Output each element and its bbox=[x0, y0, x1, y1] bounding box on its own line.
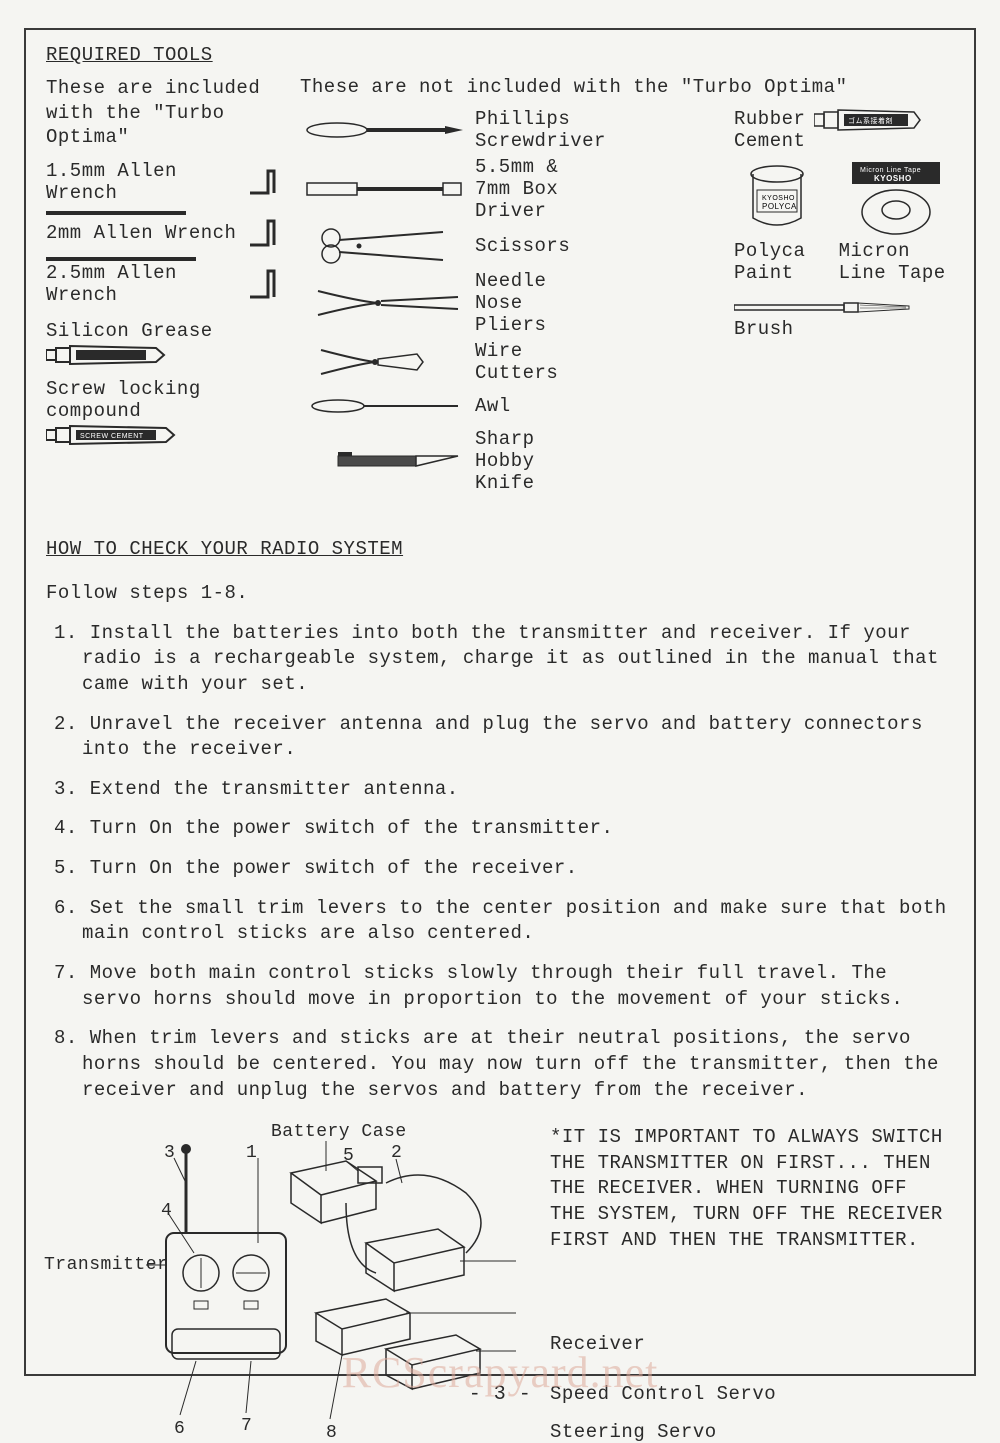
page-frame: REQUIRED TOOLS These are included with t… bbox=[24, 28, 976, 1376]
label-steering-servo: Steering Servo bbox=[526, 1421, 954, 1443]
tool-label: 2mm Allen Wrench bbox=[46, 222, 248, 244]
tool-label: 1.5mm Allen Wrench bbox=[46, 160, 248, 204]
svg-text:ゴム系接着剤: ゴム系接着剤 bbox=[848, 116, 893, 125]
pliers-icon bbox=[300, 283, 475, 323]
important-note: *IT IS IMPORTANT TO ALWAYS SWITCH THE TR… bbox=[526, 1123, 954, 1303]
step-item: 8. When trim levers and sticks are at th… bbox=[54, 1026, 954, 1103]
tools-heading: REQUIRED TOOLS bbox=[46, 44, 954, 66]
tool-label: Rubber Cement bbox=[734, 108, 805, 152]
cement-tube-icon: ゴム系接着剤 bbox=[814, 108, 924, 134]
tool-label: Screw locking compound bbox=[46, 378, 276, 422]
awl-icon bbox=[300, 396, 475, 416]
scissors-icon bbox=[300, 226, 475, 266]
svg-text:KYOSHO: KYOSHO bbox=[874, 174, 912, 183]
radio-intro: Follow steps 1-8. bbox=[46, 580, 954, 607]
included-column: These are included with the "Turbo Optim… bbox=[46, 76, 276, 498]
allen-wrench-icon bbox=[248, 219, 276, 247]
label-n4: 4 bbox=[161, 1201, 172, 1221]
tool-label: Wire Cutters bbox=[475, 340, 605, 384]
label-n6: 6 bbox=[174, 1419, 185, 1439]
watermark: RCScrapyard.net bbox=[342, 1347, 659, 1398]
tube-icon bbox=[46, 342, 176, 370]
tool-wirecutters: Wire Cutters bbox=[300, 340, 724, 384]
tool-allen-15: 1.5mm Allen Wrench bbox=[46, 160, 276, 204]
tool-hobbyknife: Sharp Hobby Knife bbox=[300, 428, 724, 494]
label-n7: 7 bbox=[241, 1416, 252, 1436]
box-driver-icon bbox=[300, 177, 475, 201]
tool-label: 5.5mm & 7mm Box Driver bbox=[475, 156, 605, 222]
allen-wrench-icon bbox=[248, 169, 276, 195]
step-item: 3. Extend the transmitter antenna. bbox=[54, 777, 954, 803]
tube-icon: SCREW CEMENT bbox=[46, 422, 186, 450]
svg-text:SCREW CEMENT: SCREW CEMENT bbox=[80, 433, 144, 440]
tool-label: Needle Nose Pliers bbox=[475, 270, 605, 336]
brush-icon bbox=[734, 298, 914, 318]
not-included-intro: These are not included with the "Turbo O… bbox=[300, 76, 954, 98]
svg-text:Micron Line Tape: Micron Line Tape bbox=[860, 167, 921, 174]
tool-label: Sharp Hobby Knife bbox=[475, 428, 605, 494]
step-item: 1. Install the batteries into both the t… bbox=[54, 621, 954, 698]
product-polyca: KYOSHO POLYCA Polyca Paint bbox=[734, 160, 821, 284]
included-intro: These are included with the "Turbo Optim… bbox=[46, 76, 276, 150]
svg-text:POLYCA: POLYCA bbox=[762, 202, 797, 211]
paint-jar-icon: KYOSHO POLYCA bbox=[742, 160, 812, 240]
label-n5: 5 bbox=[343, 1146, 354, 1166]
step-list: 1. Install the batteries into both the t… bbox=[46, 621, 954, 1104]
label-n2: 2 bbox=[391, 1143, 402, 1163]
svg-text:KYOSHO: KYOSHO bbox=[762, 195, 795, 202]
tool-label: 2.5mm Allen Wrench bbox=[46, 262, 248, 306]
wire-cutters-icon bbox=[300, 344, 475, 380]
label-n1: 1 bbox=[246, 1143, 257, 1163]
tool-scissors: Scissors bbox=[300, 226, 724, 266]
screwdriver-icon bbox=[300, 118, 475, 142]
tool-boxdriver: 5.5mm & 7mm Box Driver bbox=[300, 156, 724, 222]
tool-label: Silicon Grease bbox=[46, 320, 276, 342]
step-item: 2. Unravel the receiver antenna and plug… bbox=[54, 712, 954, 763]
label-n8: 8 bbox=[326, 1423, 337, 1443]
tool-label: Phillips Screwdriver bbox=[475, 108, 605, 152]
label-transmitter: Transmitter bbox=[44, 1255, 168, 1275]
tool-label: Awl bbox=[475, 395, 605, 417]
label-battery: Battery Case bbox=[271, 1123, 407, 1143]
tool-allen-25: 2.5mm Allen Wrench bbox=[46, 262, 276, 306]
radio-heading: HOW TO CHECK YOUR RADIO SYSTEM bbox=[46, 538, 954, 560]
product-brush: Brush bbox=[734, 298, 954, 340]
tool-label: Polyca Paint bbox=[734, 240, 821, 284]
tape-icon: Micron Line Tape KYOSHO bbox=[846, 160, 946, 240]
tool-label: Micron Line Tape bbox=[839, 240, 954, 284]
radio-steps: Follow steps 1-8. 1. Install the batteri… bbox=[46, 580, 954, 1103]
step-item: 4. Turn On the power switch of the trans… bbox=[54, 816, 954, 842]
product-rubber-cement: Rubber Cement ゴム系接着剤 bbox=[734, 108, 954, 152]
tool-label: Brush bbox=[734, 318, 954, 340]
step-item: 6. Set the small trim levers to the cent… bbox=[54, 896, 954, 947]
tool-silicon-grease: Silicon Grease bbox=[46, 320, 276, 370]
allen-wrench-icon bbox=[248, 269, 276, 299]
tool-label: Scissors bbox=[475, 235, 605, 257]
tools-area: These are included with the "Turbo Optim… bbox=[46, 76, 954, 498]
tool-awl: Awl bbox=[300, 388, 724, 424]
product-micron-tape: Micron Line Tape KYOSHO Micron Line Tape bbox=[839, 160, 954, 284]
tool-pliers: Needle Nose Pliers bbox=[300, 270, 724, 336]
tool-phillips: Phillips Screwdriver bbox=[300, 108, 724, 152]
step-item: 7. Move both main control sticks slowly … bbox=[54, 961, 954, 1012]
label-n3: 3 bbox=[164, 1143, 175, 1163]
tool-screw-locking: Screw locking compound SCREW CEMENT bbox=[46, 378, 276, 450]
not-included-column: These are not included with the "Turbo O… bbox=[300, 76, 954, 498]
products-column: Rubber Cement ゴム系接着剤 KYOSHO bbox=[734, 108, 954, 498]
step-item: 5. Turn On the power switch of the recei… bbox=[54, 856, 954, 882]
tool-allen-2: 2mm Allen Wrench bbox=[46, 216, 276, 250]
hobby-knife-icon bbox=[300, 450, 475, 472]
